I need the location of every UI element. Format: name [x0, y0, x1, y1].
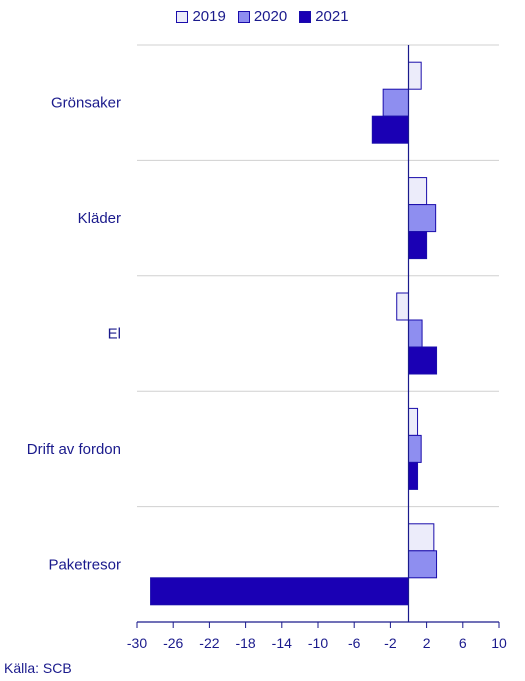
bar-2019-1: [408, 177, 428, 206]
bar-2020-0: [382, 88, 410, 117]
bar-2020-4: [408, 550, 438, 579]
category-label: Kläder: [78, 210, 121, 227]
legend-swatch-2020: [237, 10, 250, 23]
legend-swatch-2019: [176, 10, 189, 23]
legend-label-2020: 2020: [253, 8, 288, 25]
legend-item-2020: 2020: [237, 8, 288, 25]
legend: 2019 2020 2021: [0, 8, 525, 25]
bar-2021-0: [371, 115, 409, 144]
category-label: Paketresor: [48, 556, 121, 573]
x-tick-label: 2: [423, 635, 431, 651]
x-tick-label: 10: [491, 635, 507, 651]
bar-2021-2: [408, 346, 438, 375]
x-tick-label: -18: [235, 635, 255, 651]
bar-2019-2: [396, 292, 409, 321]
bar-2020-3: [408, 434, 422, 463]
category-label: Grönsaker: [51, 95, 121, 112]
x-tick-label: -30: [127, 635, 147, 651]
bar-2020-1: [408, 204, 437, 233]
bar-2021-4: [150, 577, 409, 606]
bar-2021-3: [408, 461, 419, 490]
bar-2019-4: [408, 523, 435, 552]
x-tick-label: -10: [308, 635, 328, 651]
bar-2020-2: [408, 319, 423, 348]
x-tick-label: -14: [272, 635, 292, 651]
legend-item-2019: 2019: [176, 8, 226, 25]
legend-label-2021: 2021: [315, 8, 349, 25]
bar-2021-1: [408, 231, 428, 260]
source-note: Källa: SCB: [4, 660, 72, 676]
legend-item-2021: 2021: [299, 8, 349, 25]
legend-label-2019: 2019: [192, 8, 226, 25]
x-tick-label: -26: [163, 635, 183, 651]
category-label: El: [108, 326, 121, 343]
x-tick-label: -22: [199, 635, 219, 651]
x-tick-label: 6: [459, 635, 467, 651]
x-tick-label: -2: [384, 635, 397, 651]
legend-swatch-2021: [299, 10, 312, 23]
bar-2019-3: [408, 407, 419, 436]
x-tick-label: -6: [348, 635, 361, 651]
category-label: Drift av fordon: [27, 441, 121, 458]
bar-2019-0: [408, 61, 422, 90]
